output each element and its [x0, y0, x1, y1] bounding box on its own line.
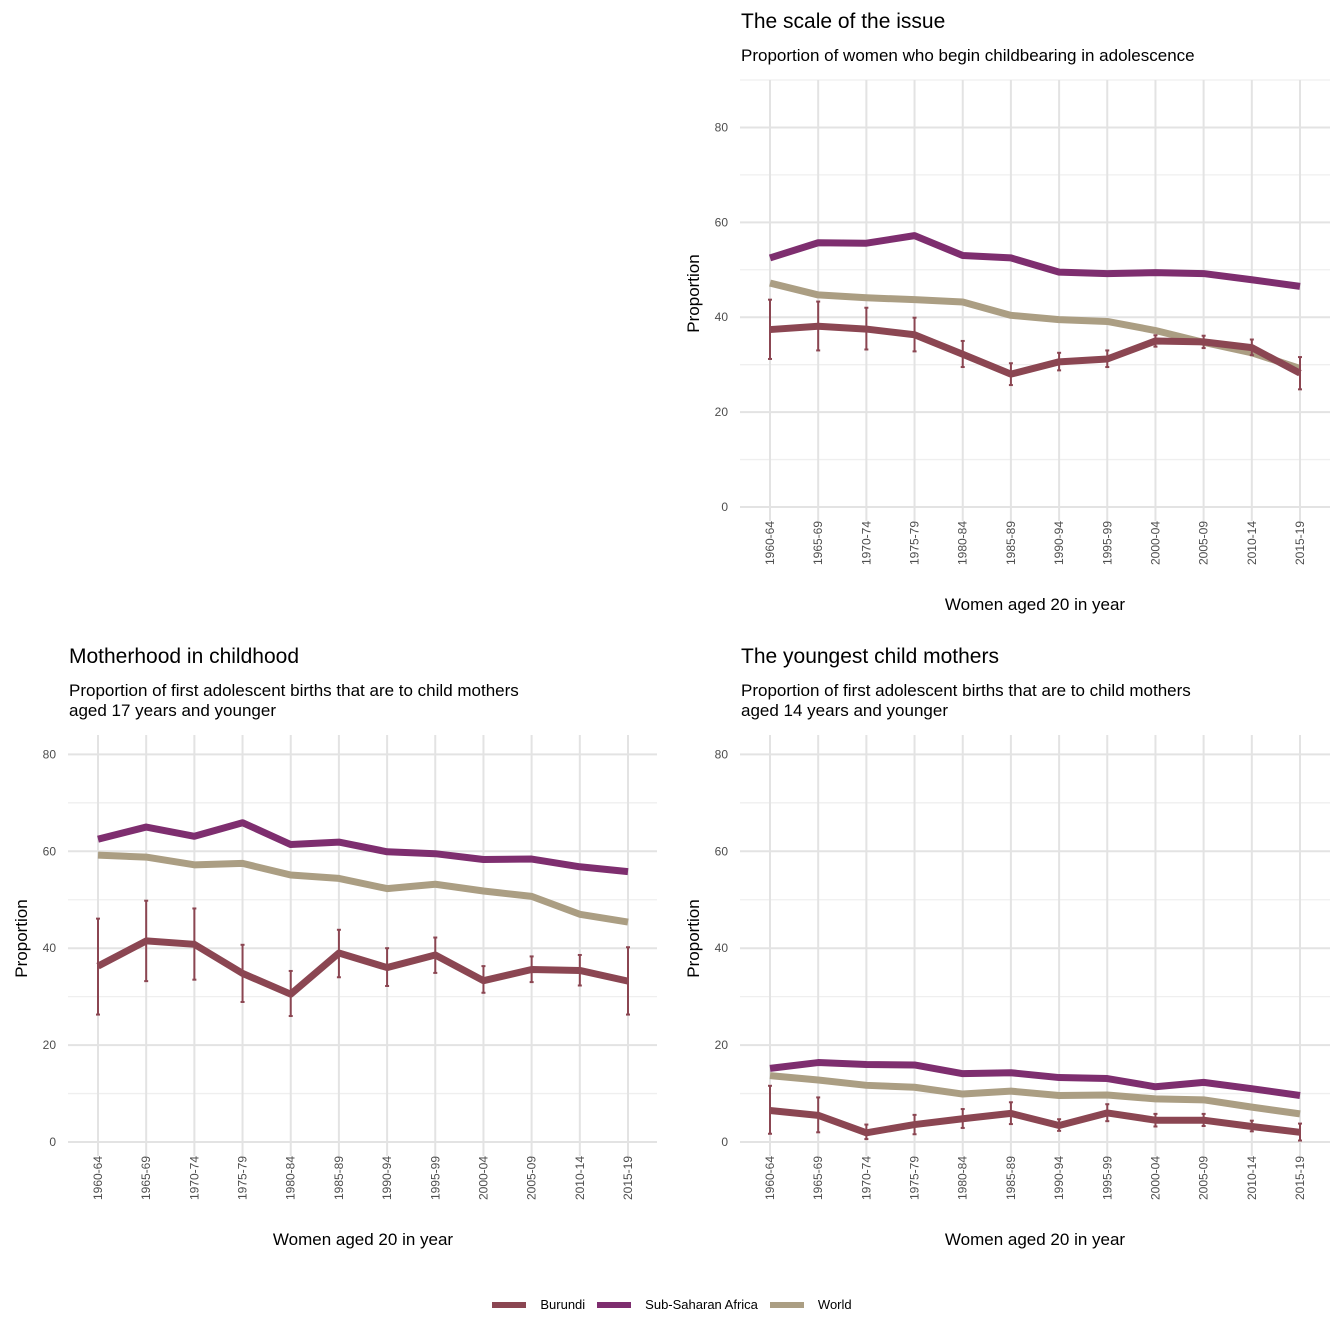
x-tick-label: 1960-64 [763, 521, 777, 565]
x-axis-title: Women aged 20 in year [273, 1230, 454, 1249]
x-tick-label: 1990-94 [1052, 1156, 1066, 1200]
y-axis-title: Proportion [684, 899, 703, 977]
x-tick-label: 1980-84 [956, 1156, 970, 1200]
x-tick-label: 2010-14 [1245, 521, 1259, 565]
x-tick-label: 1960-64 [91, 1156, 105, 1200]
y-tick-label: 0 [49, 1135, 56, 1149]
y-tick-label: 40 [43, 941, 57, 955]
x-tick-label: 1970-74 [187, 1156, 201, 1200]
y-tick-label: 80 [715, 747, 729, 761]
legend-swatch [492, 1301, 527, 1308]
series-line-world [769, 1072, 1301, 1118]
series-line-sub-saharan-africa [769, 1059, 1301, 1099]
chart-panel-youngest: The youngest child mothers Proportion of… [741, 645, 1341, 1265]
x-tick-label: 2010-14 [1245, 1156, 1259, 1200]
x-tick-label: 2000-04 [1148, 521, 1162, 565]
y-tick-label: 0 [721, 1135, 728, 1149]
y-tick-label: 80 [43, 747, 57, 761]
y-axis-title: Proportion [12, 899, 31, 977]
chart-panel-motherhood: Motherhood in childhood Proportion of fi… [69, 645, 669, 1265]
x-tick-label: 1965-69 [811, 1156, 825, 1200]
x-tick-label: 2000-04 [1148, 1156, 1162, 1200]
chart-title: The scale of the issue [741, 10, 946, 33]
y-tick-label: 40 [715, 310, 729, 324]
series-line-sub-saharan-africa [768, 232, 1301, 290]
x-tick-label: 1980-84 [956, 521, 970, 565]
chart-subtitle: Proportion of first adolescent births th… [741, 681, 1191, 720]
x-axis-title: Women aged 20 in year [945, 595, 1126, 614]
chart-subtitle: Proportion of women who begin childbeari… [741, 46, 1195, 65]
legend-item-world: World [769, 1297, 852, 1312]
x-tick-label: 2000-04 [476, 1156, 490, 1200]
legend-swatch [597, 1301, 632, 1308]
x-tick-label: 2015-19 [621, 1156, 635, 1200]
x-tick-label: 2005-09 [1197, 521, 1211, 565]
x-tick-label: 2010-14 [573, 1156, 587, 1200]
x-tick-label: 1995-99 [1100, 521, 1114, 565]
x-tick-label: 2015-19 [1293, 1156, 1307, 1200]
y-tick-label: 20 [715, 1038, 729, 1052]
series-line-burundi [769, 322, 1302, 378]
x-tick-label: 2015-19 [1293, 521, 1307, 565]
x-tick-label: 1980-84 [284, 1156, 298, 1200]
legend-item-burundi: Burundi [492, 1297, 585, 1312]
chart-legend: Burundi Sub-Saharan Africa World [0, 1297, 1344, 1312]
x-tick-label: 2005-09 [1197, 1156, 1211, 1200]
x-tick-label: 1985-89 [332, 1156, 346, 1200]
x-tick-label: 1995-99 [428, 1156, 442, 1200]
x-tick-label: 1985-89 [1004, 1156, 1018, 1200]
x-tick-label: 1975-79 [908, 1156, 922, 1200]
y-tick-label: 0 [721, 500, 728, 514]
series-line-world [97, 851, 629, 926]
legend-swatch [769, 1301, 804, 1308]
legend-label: Sub-Saharan Africa [645, 1297, 758, 1312]
x-tick-label: 1970-74 [859, 1156, 873, 1200]
chart-panel-scale: The scale of the issue Proportion of wom… [741, 10, 1321, 630]
chart-title: The youngest child mothers [741, 645, 999, 668]
y-tick-label: 60 [715, 215, 729, 229]
legend-item-ssa: Sub-Saharan Africa [597, 1297, 758, 1312]
series-line-burundi [96, 937, 629, 998]
y-tick-label: 60 [43, 844, 57, 858]
chart-subtitle: Proportion of first adolescent births th… [69, 681, 519, 720]
x-tick-label: 1965-69 [811, 521, 825, 565]
series-line-burundi [769, 1107, 1301, 1137]
y-tick-label: 20 [715, 405, 729, 419]
legend-label: Burundi [540, 1297, 586, 1312]
x-tick-label: 1970-74 [859, 521, 873, 565]
x-axis-title: Women aged 20 in year [945, 1230, 1126, 1249]
x-tick-label: 1975-79 [908, 521, 922, 565]
series-line-sub-saharan-africa [97, 819, 629, 876]
legend-label: World [817, 1297, 852, 1312]
y-tick-label: 60 [715, 844, 729, 858]
x-tick-label: 1990-94 [1052, 521, 1066, 565]
y-tick-label: 40 [715, 941, 729, 955]
y-tick-label: 20 [43, 1038, 57, 1052]
x-tick-label: 1965-69 [139, 1156, 153, 1200]
x-tick-label: 1990-94 [380, 1156, 394, 1200]
x-tick-label: 2005-09 [525, 1156, 539, 1200]
x-tick-label: 1975-79 [236, 1156, 250, 1200]
x-tick-label: 1985-89 [1004, 521, 1018, 565]
y-tick-label: 80 [715, 120, 729, 134]
y-axis-title: Proportion [684, 254, 703, 332]
x-tick-label: 1960-64 [763, 1156, 777, 1200]
x-tick-label: 1995-99 [1100, 1156, 1114, 1200]
chart-title: Motherhood in childhood [69, 645, 299, 668]
